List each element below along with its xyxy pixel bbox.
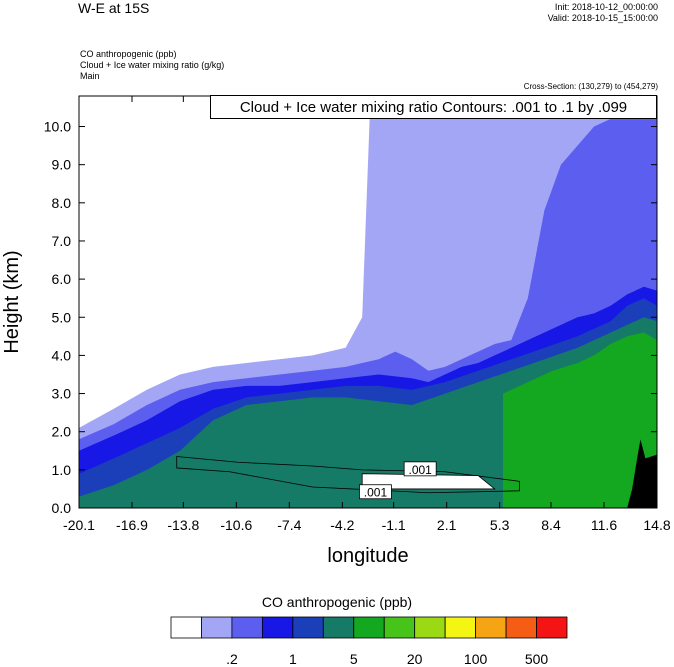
x-tick-label: -16.9 (116, 517, 148, 533)
colorbar-label: 500 (525, 651, 549, 667)
cloud-contour (176, 456, 520, 494)
x-tick-label: -4.2 (330, 517, 354, 533)
contour-label-1: .001 (364, 486, 388, 500)
x-tick-label: 2.1 (437, 517, 457, 533)
field-band-level-6 (503, 332, 657, 508)
y-axis-label: Height (km) (1, 250, 23, 353)
y-tick-label: 2.0 (52, 424, 72, 440)
colorbar-label: .2 (226, 651, 238, 667)
y-tick-label: 7.0 (52, 233, 72, 249)
colorbar-swatch-11 (505, 616, 537, 639)
contour-label-box-0 (403, 461, 437, 477)
contour-info-box: Cloud + Ice water mixing ratio Contours:… (210, 95, 657, 119)
colorbar-swatch-0 (170, 616, 202, 639)
y-tick-label: 3.0 (52, 386, 72, 402)
cross-section-label: Cross-Section: (130,279) to (454,279) (523, 82, 658, 91)
terrain (627, 439, 657, 508)
colorbar-swatch-1 (201, 616, 233, 639)
y-tick-label: 0.0 (52, 500, 72, 516)
colorbar-title: CO anthropogenic (ppb) (261, 594, 413, 610)
colorbar-swatch-7 (383, 616, 416, 639)
y-tick-label: 10.0 (44, 119, 71, 135)
cloud-contour-inner (361, 473, 496, 490)
colorbar-swatch-12 (536, 616, 568, 639)
contour-label-0: .001 (408, 463, 432, 477)
x-axis-label: longitude (327, 545, 408, 567)
colorbar-label: 20 (407, 651, 423, 667)
x-tick-label: 11.6 (591, 517, 617, 533)
x-tick-label: -20.1 (63, 517, 95, 533)
y-tick-label: 8.0 (52, 195, 72, 211)
x-tick-label: -10.6 (220, 517, 252, 533)
plot-area: .001 .001 (79, 96, 657, 508)
variable-main: Main (80, 71, 100, 81)
axes: -20.1 -16.9 -13.8 -10.6 -7.4 -4.2 -1.1 2.1 5.3 8.… (1, 95, 671, 567)
chart-title: W-E at 15S (78, 0, 150, 16)
colorbar-label: 5 (350, 651, 358, 667)
colorbar: .2 1 5 20 100 500 (170, 616, 568, 667)
variable-co: CO anthropogenic (ppb) (80, 49, 177, 59)
colorbar-swatch-8 (414, 616, 446, 639)
colorbar-swatch-5 (322, 616, 355, 639)
y-tick-label: 5.0 (52, 309, 72, 325)
variable-cloud-ice: Cloud + Ice water mixing ratio (g/kg) (80, 60, 225, 70)
colorbar-label: 100 (464, 651, 488, 667)
y-tick-label: 4.0 (52, 347, 72, 363)
x-tick-label: 8.4 (541, 517, 561, 533)
x-tick-label: 5.3 (490, 517, 510, 533)
colorbar-swatch-10 (475, 616, 507, 639)
colorbar-swatch-4 (292, 616, 324, 639)
field-layers: .001 .001 (79, 96, 657, 508)
init-time: Init: 2018-10-12_00:00:00 (554, 2, 658, 12)
x-tick-label: -7.4 (277, 517, 301, 533)
contour-label-box-1 (359, 484, 392, 500)
y-tick-label: 6.0 (52, 271, 72, 287)
colorbar-swatch-2 (231, 616, 263, 639)
colorbar-swatch-9 (444, 616, 477, 639)
y-tick-label: 9.0 (52, 157, 72, 173)
x-tick-label: -13.8 (167, 517, 199, 533)
colorbar-label: 1 (289, 651, 297, 667)
x-tick-label: -1.1 (382, 517, 406, 533)
x-tick-label: 14.8 (643, 517, 670, 533)
colorbar-swatch-6 (353, 616, 385, 639)
colorbar-swatch-3 (261, 616, 294, 639)
valid-time: Valid: 2018-10-15_15:00:00 (547, 13, 658, 23)
y-tick-label: 1.0 (52, 462, 72, 478)
